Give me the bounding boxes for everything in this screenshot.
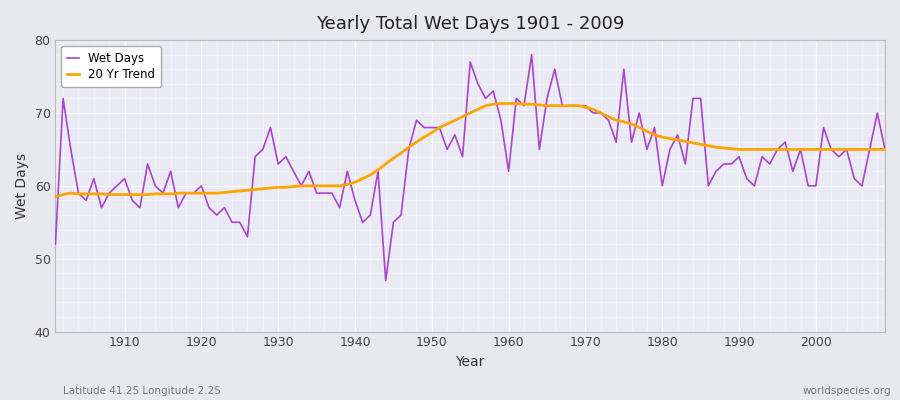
Line: Wet Days: Wet Days [56, 55, 885, 280]
20 Yr Trend [281, 185, 292, 190]
20 Yr Trend [327, 184, 338, 188]
20 Yr Trend [511, 101, 522, 106]
Wet Days [112, 184, 122, 188]
Wet Days [611, 140, 622, 144]
Wet Days [381, 278, 392, 283]
Legend: Wet Days, 20 Yr Trend: Wet Days, 20 Yr Trend [61, 46, 161, 87]
Text: worldspecies.org: worldspecies.org [803, 386, 891, 396]
Text: Latitude 41.25 Longitude 2.25: Latitude 41.25 Longitude 2.25 [63, 386, 220, 396]
X-axis label: Year: Year [455, 355, 485, 369]
Wet Days [511, 96, 522, 101]
20 Yr Trend [496, 101, 507, 106]
Y-axis label: Wet Days: Wet Days [15, 153, 29, 219]
20 Yr Trend [503, 101, 514, 106]
Wet Days [327, 191, 338, 196]
Title: Yearly Total Wet Days 1901 - 2009: Yearly Total Wet Days 1901 - 2009 [316, 15, 625, 33]
Wet Days [281, 154, 292, 159]
20 Yr Trend [879, 147, 890, 152]
Wet Days [50, 242, 61, 246]
20 Yr Trend [112, 192, 122, 197]
Line: 20 Yr Trend: 20 Yr Trend [56, 104, 885, 197]
Wet Days [503, 169, 514, 174]
Wet Days [879, 147, 890, 152]
20 Yr Trend [603, 114, 614, 119]
20 Yr Trend [50, 194, 61, 199]
Wet Days [526, 52, 537, 57]
